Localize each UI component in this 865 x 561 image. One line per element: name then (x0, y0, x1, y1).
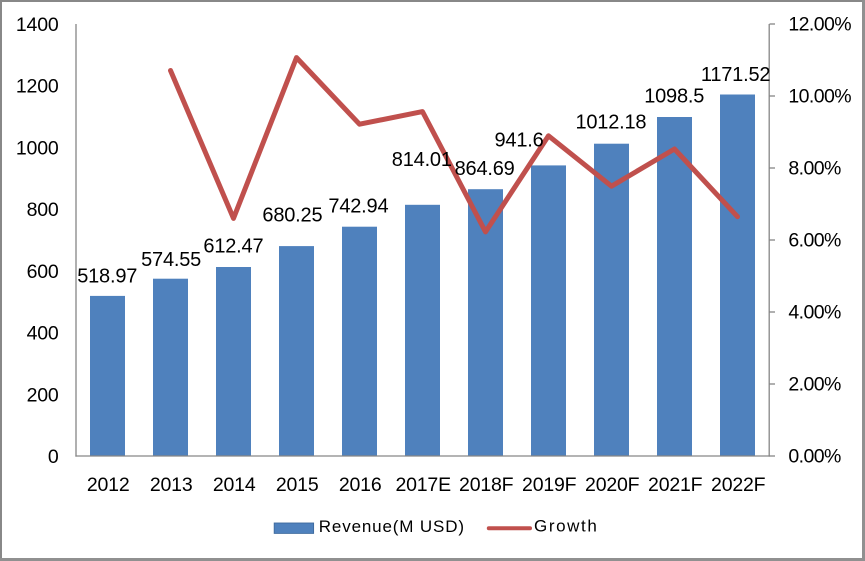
svg-text:2015: 2015 (276, 474, 319, 496)
svg-text:10.00%: 10.00% (788, 85, 851, 107)
svg-text:Revenue(M USD): Revenue(M USD) (319, 517, 465, 536)
svg-text:2014: 2014 (213, 474, 256, 496)
svg-text:2013: 2013 (150, 474, 193, 496)
svg-text:1200: 1200 (16, 76, 59, 98)
svg-text:600: 600 (27, 261, 59, 283)
svg-text:1171.52: 1171.52 (701, 64, 770, 86)
svg-text:2.00%: 2.00% (788, 373, 841, 395)
svg-text:814.01: 814.01 (392, 149, 452, 171)
svg-text:2022F: 2022F (711, 474, 766, 496)
svg-text:4.00%: 4.00% (788, 301, 841, 323)
svg-text:2017E: 2017E (396, 474, 452, 496)
svg-text:1400: 1400 (16, 14, 59, 36)
svg-text:8.00%: 8.00% (788, 157, 841, 179)
svg-text:Growth: Growth (534, 517, 598, 536)
svg-text:200: 200 (27, 384, 59, 406)
svg-text:612.47: 612.47 (203, 236, 263, 258)
svg-text:2016: 2016 (339, 474, 382, 496)
svg-text:2021F: 2021F (648, 474, 703, 496)
svg-text:800: 800 (27, 199, 59, 221)
svg-text:2012: 2012 (87, 474, 130, 496)
svg-text:400: 400 (27, 323, 59, 345)
svg-text:680.25: 680.25 (262, 204, 322, 226)
svg-text:2018F: 2018F (459, 474, 514, 496)
svg-text:1012.18: 1012.18 (575, 111, 646, 133)
svg-text:864.69: 864.69 (455, 158, 515, 180)
svg-text:2019F: 2019F (522, 474, 577, 496)
svg-text:2020F: 2020F (585, 474, 640, 496)
svg-text:1098.5: 1098.5 (644, 86, 704, 108)
svg-text:941.6: 941.6 (494, 129, 543, 151)
svg-text:12.00%: 12.00% (788, 13, 851, 35)
svg-text:742.94: 742.94 (328, 196, 388, 218)
svg-text:518.97: 518.97 (77, 265, 137, 287)
svg-text:0: 0 (48, 446, 59, 468)
svg-text:0.00%: 0.00% (788, 445, 841, 467)
svg-text:1000: 1000 (16, 137, 59, 159)
svg-text:6.00%: 6.00% (788, 229, 841, 251)
svg-text:574.55: 574.55 (141, 249, 201, 271)
